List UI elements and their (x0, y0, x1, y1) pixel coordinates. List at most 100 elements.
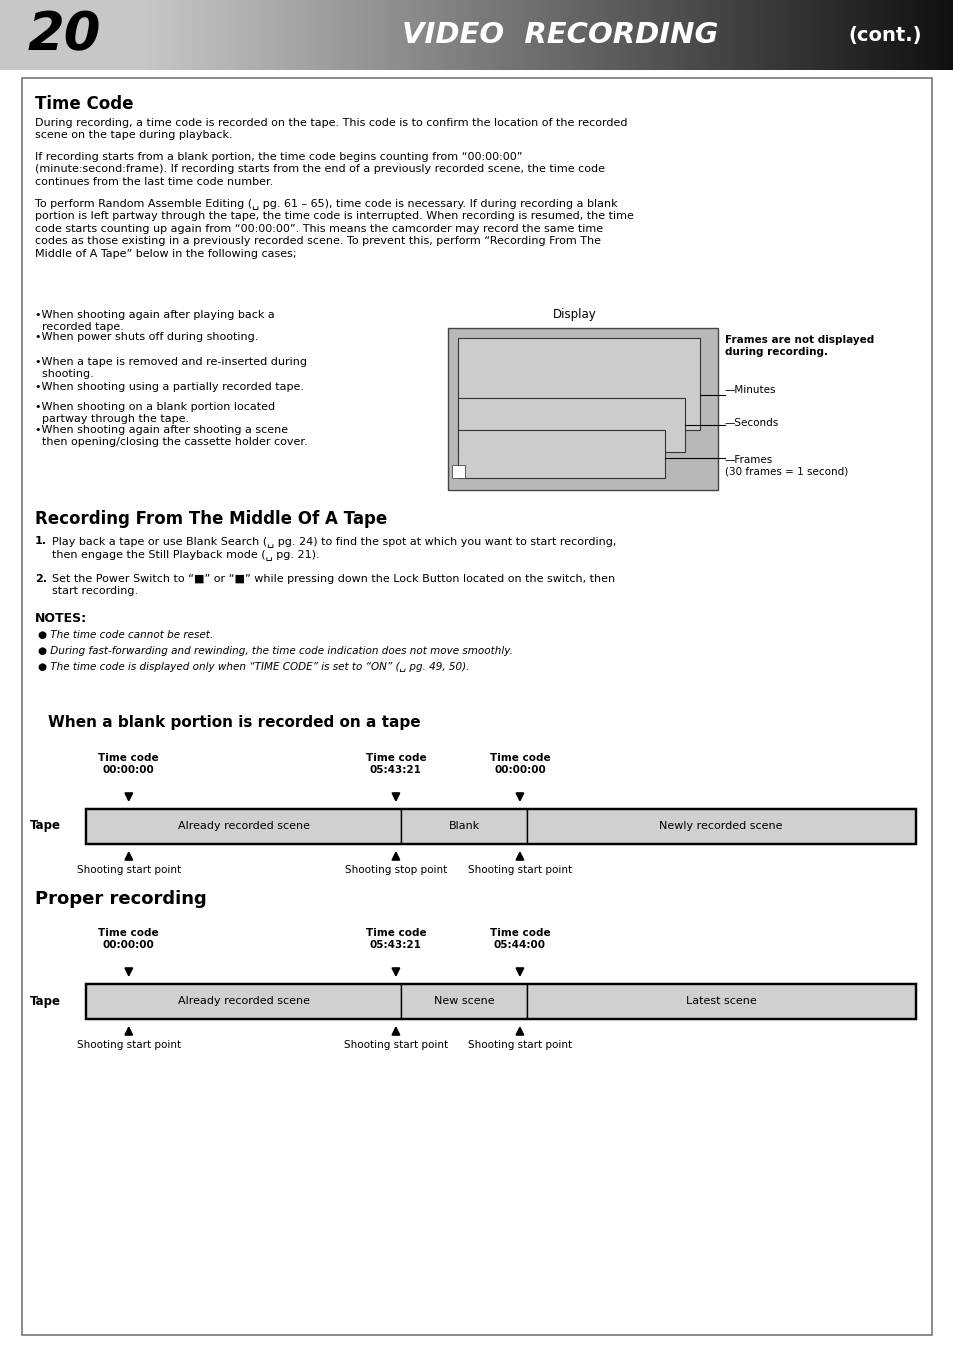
Bar (70, 0, 73, 70)
Bar (451, 0, 455, 70)
Bar (416, 0, 419, 70)
Bar (203, 0, 207, 70)
Bar (222, 0, 226, 70)
Bar (400, 984, 527, 1018)
Bar (896, 0, 899, 70)
Text: Frames are not displayed
during recording.: Frames are not displayed during recordin… (724, 335, 873, 356)
Bar (572, 0, 575, 70)
Bar (527, 809, 914, 843)
Text: Proper recording: Proper recording (35, 890, 207, 908)
Bar (750, 0, 753, 70)
Bar (743, 0, 746, 70)
Bar (159, 0, 162, 70)
Bar (457, 430, 664, 478)
Bar (181, 0, 184, 70)
Bar (565, 0, 569, 70)
Bar (591, 0, 594, 70)
Bar (117, 0, 121, 70)
Bar (588, 0, 591, 70)
Text: To perform Random Assemble Editing (␣ pg. 61 – 65), time code is necessary. If d: To perform Random Assemble Editing (␣ pg… (35, 198, 633, 259)
Bar (934, 0, 937, 70)
Bar (493, 0, 496, 70)
Bar (877, 0, 880, 70)
Bar (779, 0, 781, 70)
Bar (727, 0, 731, 70)
Bar (696, 0, 699, 70)
Text: Time Code: Time Code (35, 95, 133, 112)
Bar (388, 0, 391, 70)
Bar (314, 0, 317, 70)
Bar (622, 0, 626, 70)
Bar (556, 0, 559, 70)
Bar (476, 0, 479, 70)
Bar (613, 0, 617, 70)
Bar (517, 0, 521, 70)
Bar (83, 0, 86, 70)
Bar (426, 0, 429, 70)
Text: —Seconds: —Seconds (724, 417, 779, 428)
Bar (483, 0, 486, 70)
Bar (143, 0, 146, 70)
Bar (905, 0, 908, 70)
Bar (658, 0, 660, 70)
Bar (836, 0, 839, 70)
Bar (641, 0, 645, 70)
Bar (76, 0, 79, 70)
Bar (35, 0, 38, 70)
Text: •When a tape is removed and re-inserted during
  shooting.: •When a tape is removed and re-inserted … (35, 356, 307, 379)
Bar (0, 0, 3, 70)
Text: Set the Power Switch to “■” or “■” while pressing down the Lock Button located o: Set the Power Switch to “■” or “■” while… (52, 575, 615, 596)
Bar (737, 0, 740, 70)
Bar (267, 0, 270, 70)
Bar (874, 0, 877, 70)
Bar (133, 0, 136, 70)
Bar (924, 0, 927, 70)
Text: Shooting start point: Shooting start point (76, 864, 181, 875)
Bar (257, 0, 260, 70)
Bar (359, 0, 362, 70)
Text: ● The time code is displayed only when “TIME CODE” is set to “ON” (␣ pg. 49, 50): ● The time code is displayed only when “… (38, 663, 469, 672)
Bar (29, 0, 31, 70)
Bar (858, 0, 861, 70)
Bar (381, 0, 384, 70)
Bar (629, 0, 632, 70)
Bar (279, 0, 283, 70)
Bar (781, 0, 784, 70)
Bar (702, 0, 705, 70)
Bar (664, 0, 667, 70)
Bar (922, 0, 924, 70)
Bar (372, 0, 375, 70)
Text: Time code
05:43:21: Time code 05:43:21 (365, 753, 426, 775)
Bar (807, 0, 810, 70)
Bar (391, 0, 394, 70)
Bar (674, 0, 677, 70)
Bar (943, 0, 946, 70)
Bar (559, 0, 562, 70)
Bar (575, 0, 578, 70)
Bar (213, 0, 216, 70)
Bar (540, 0, 543, 70)
Bar (479, 0, 483, 70)
Bar (86, 984, 914, 1018)
Bar (734, 0, 737, 70)
Text: 1.: 1. (35, 537, 47, 546)
Bar (880, 0, 883, 70)
Bar (270, 0, 274, 70)
Bar (10, 0, 12, 70)
Bar (413, 0, 416, 70)
Text: Shooting start point: Shooting start point (76, 1041, 181, 1050)
Bar (832, 0, 836, 70)
Bar (114, 0, 117, 70)
Bar (455, 0, 457, 70)
Text: Display: Display (553, 308, 597, 321)
Bar (689, 0, 693, 70)
Bar (915, 0, 918, 70)
Bar (502, 0, 505, 70)
Bar (95, 0, 98, 70)
Text: •When shooting again after playing back a
  recorded tape.: •When shooting again after playing back … (35, 310, 274, 332)
Bar (295, 0, 298, 70)
Bar (436, 0, 438, 70)
Bar (603, 0, 607, 70)
Bar (803, 0, 807, 70)
Bar (581, 0, 584, 70)
